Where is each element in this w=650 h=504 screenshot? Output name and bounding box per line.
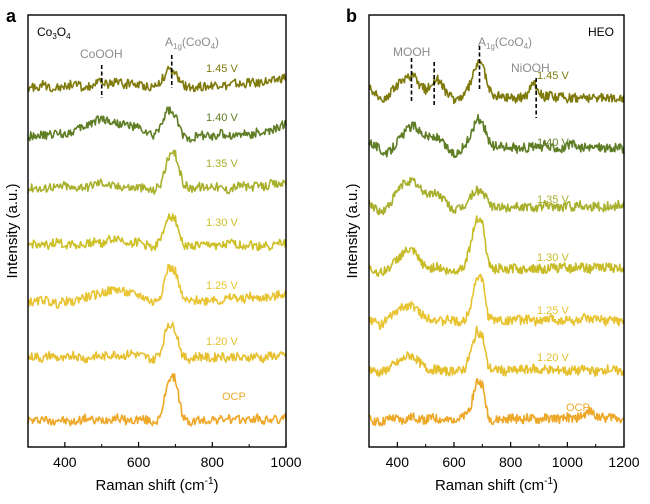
series-label: 1.40 V — [537, 137, 569, 149]
panel-b: OCP 1.20 V 1.25 V 1.30 V 1.35 V 1.40 V 1.45 V 4… — [344, 6, 640, 494]
x-tick-label: 800 — [201, 454, 225, 470]
spectrum-ocp — [368, 377, 625, 427]
sample-label: Co3O4 — [37, 25, 71, 41]
panel-a: OCP 1.20 V 1.25 V 1.30 V 1.35 V 1.40 V 1.45 V 4… — [4, 6, 302, 494]
spectrum-1-45-v — [27, 65, 287, 93]
y-axis-label: Intensity (a.u.) — [4, 183, 21, 278]
series-label: 1.45 V — [206, 63, 238, 75]
spectrum-1-20-v — [27, 321, 287, 365]
spectrum-1-35-v — [27, 149, 287, 195]
plot-frame — [27, 14, 287, 448]
peak-annotation: NiOOH — [511, 61, 550, 75]
x-tick-label: 400 — [386, 454, 410, 470]
spectrum-ocp — [27, 372, 287, 427]
series-label: 1.35 V — [206, 158, 238, 170]
x-tick-label: 1200 — [608, 454, 639, 470]
x-tick-label: 400 — [53, 454, 77, 470]
series-label: 1.25 V — [206, 280, 238, 292]
spectrum-1-35-v — [368, 176, 625, 216]
x-tick-label: 1000 — [552, 454, 583, 470]
x-tick-label: 800 — [499, 454, 523, 470]
plot-frame — [368, 14, 625, 448]
series-label: 1.45 V — [537, 70, 569, 82]
peak-annotation: CoOOH — [80, 47, 123, 61]
x-axis-label: Raman shift (cm-1) — [435, 476, 558, 494]
series-label: 1.35 V — [537, 194, 569, 206]
sample-label: HEO — [588, 25, 614, 39]
peak-annotation: A1g(CoO4) — [165, 35, 219, 51]
spectrum-1-40-v — [27, 106, 287, 143]
spectrum-1-45-v — [368, 59, 625, 105]
spectrum-1-40-v — [368, 113, 625, 159]
x-tick-label: 600 — [127, 454, 151, 470]
x-tick-label: 600 — [442, 454, 466, 470]
series-label: 1.25 V — [537, 305, 569, 317]
spectrum-1-20-v — [368, 325, 625, 378]
series-label: 1.20 V — [206, 336, 238, 348]
spectrum-1-30-v — [27, 213, 287, 252]
panel-label: a — [6, 6, 17, 26]
peak-annotation: A1g(CoO4) — [478, 35, 532, 51]
series-label: OCP — [222, 391, 246, 403]
series-label: 1.30 V — [206, 217, 238, 229]
x-axis-label: Raman shift (cm-1) — [95, 476, 218, 494]
spectrum-1-25-v — [27, 263, 287, 309]
panel-label: b — [346, 6, 357, 26]
spectrum-1-30-v — [368, 215, 625, 278]
spectrum-1-25-v — [368, 273, 625, 331]
series-label: 1.30 V — [537, 252, 569, 264]
y-axis-label: Intensity (a.u.) — [344, 183, 361, 278]
peak-annotation: MOOH — [393, 45, 430, 59]
series-label: 1.40 V — [206, 112, 238, 124]
series-label: OCP — [566, 402, 590, 414]
x-tick-label: 1000 — [270, 454, 301, 470]
series-label: 1.20 V — [537, 352, 569, 364]
